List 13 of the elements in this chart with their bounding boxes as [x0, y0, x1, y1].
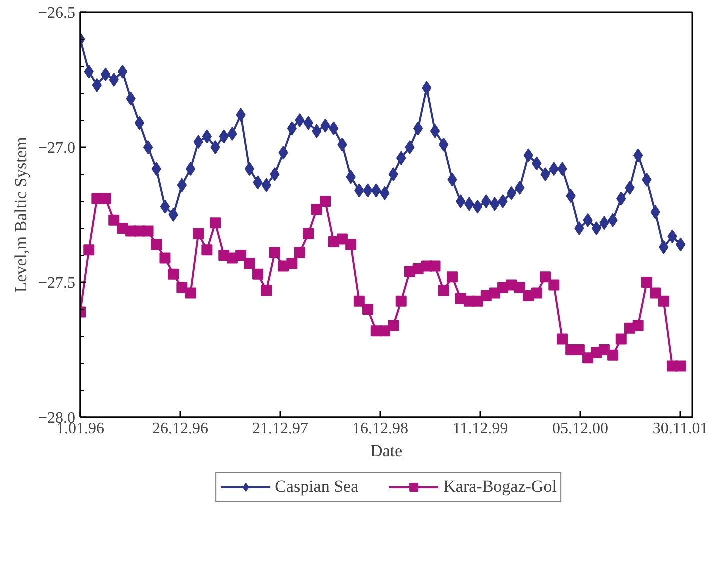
x-tick-label: 05.12.00	[552, 420, 609, 438]
y-axis-title: Level,m Baltic System	[11, 137, 30, 293]
y-tick-label: −27.0	[38, 140, 76, 157]
x-tick-label: 16.12.98	[352, 420, 409, 438]
x-tick-label: 30.11.01	[652, 420, 708, 438]
x-tick-label: 11.12.99	[452, 420, 508, 438]
x-tick-label: 26.12.96	[152, 420, 209, 438]
y-tick-label: −26.5	[38, 5, 76, 22]
legend-label: Caspian Sea	[275, 477, 359, 497]
x-axis-title: Date	[370, 442, 403, 460]
legend-label: Kara-Bogaz-Gol	[444, 477, 557, 497]
y-tick-label: −27.5	[38, 275, 76, 292]
x-tick-label: 21.12.97	[252, 420, 309, 438]
